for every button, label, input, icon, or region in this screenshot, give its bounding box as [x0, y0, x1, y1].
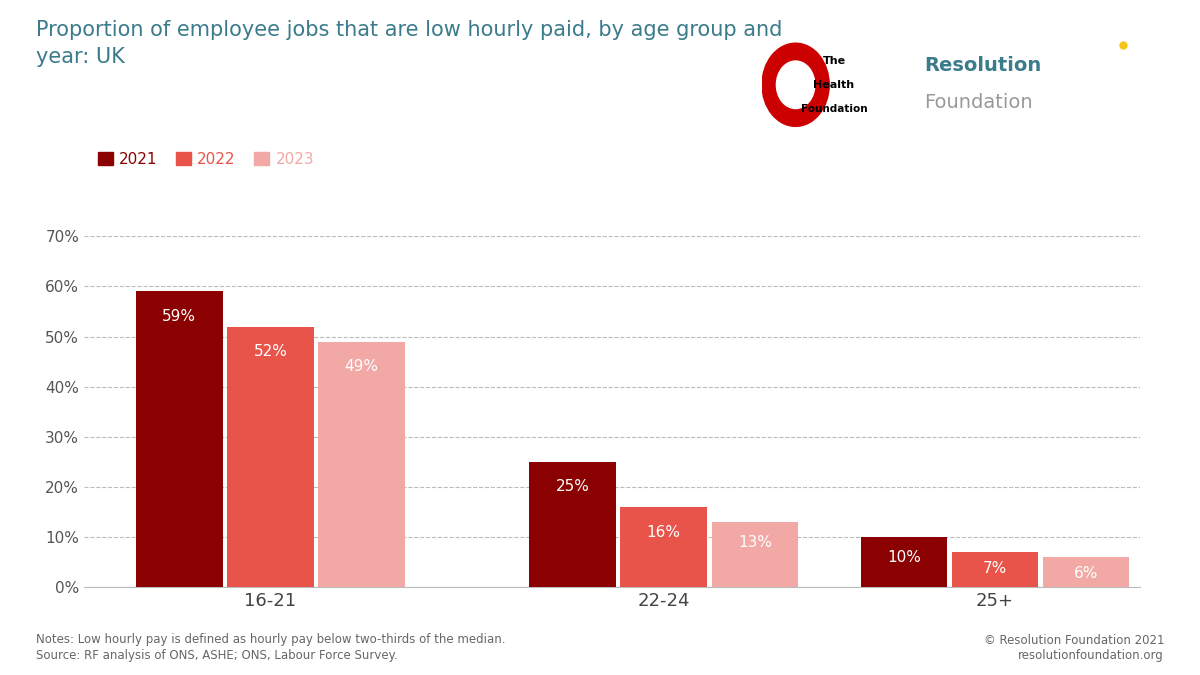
Text: Foundation: Foundation — [800, 103, 868, 113]
Bar — [1043, 557, 1129, 587]
Bar — [952, 552, 1038, 587]
Circle shape — [776, 61, 815, 109]
Bar — [529, 462, 616, 587]
Text: Health: Health — [814, 80, 854, 90]
Text: 59%: 59% — [162, 309, 197, 324]
Text: Proportion of employee jobs that are low hourly paid, by age group and
year: UK: Proportion of employee jobs that are low… — [36, 20, 782, 67]
Text: 25%: 25% — [556, 479, 589, 495]
Text: 7%: 7% — [983, 561, 1007, 576]
Text: 16%: 16% — [647, 524, 680, 539]
Bar — [318, 342, 404, 587]
Bar — [136, 292, 222, 587]
Text: © Resolution Foundation 2021
resolutionfoundation.org: © Resolution Foundation 2021 resolutionf… — [984, 634, 1164, 662]
Text: 6%: 6% — [1074, 566, 1098, 581]
Text: 49%: 49% — [344, 359, 378, 374]
Text: Notes: Low hourly pay is defined as hourly pay below two-thirds of the median.
S: Notes: Low hourly pay is defined as hour… — [36, 634, 505, 662]
Text: The: The — [822, 56, 846, 66]
Circle shape — [762, 43, 829, 126]
Text: 10%: 10% — [887, 549, 920, 565]
Legend: 2021, 2022, 2023: 2021, 2022, 2023 — [91, 146, 320, 173]
Text: Foundation: Foundation — [924, 93, 1033, 112]
Bar — [712, 522, 798, 587]
Bar — [620, 507, 707, 587]
Text: 52%: 52% — [253, 344, 287, 359]
Text: Resolution: Resolution — [924, 56, 1042, 75]
Text: 13%: 13% — [738, 535, 772, 549]
Bar — [860, 537, 947, 587]
Bar — [227, 327, 313, 587]
